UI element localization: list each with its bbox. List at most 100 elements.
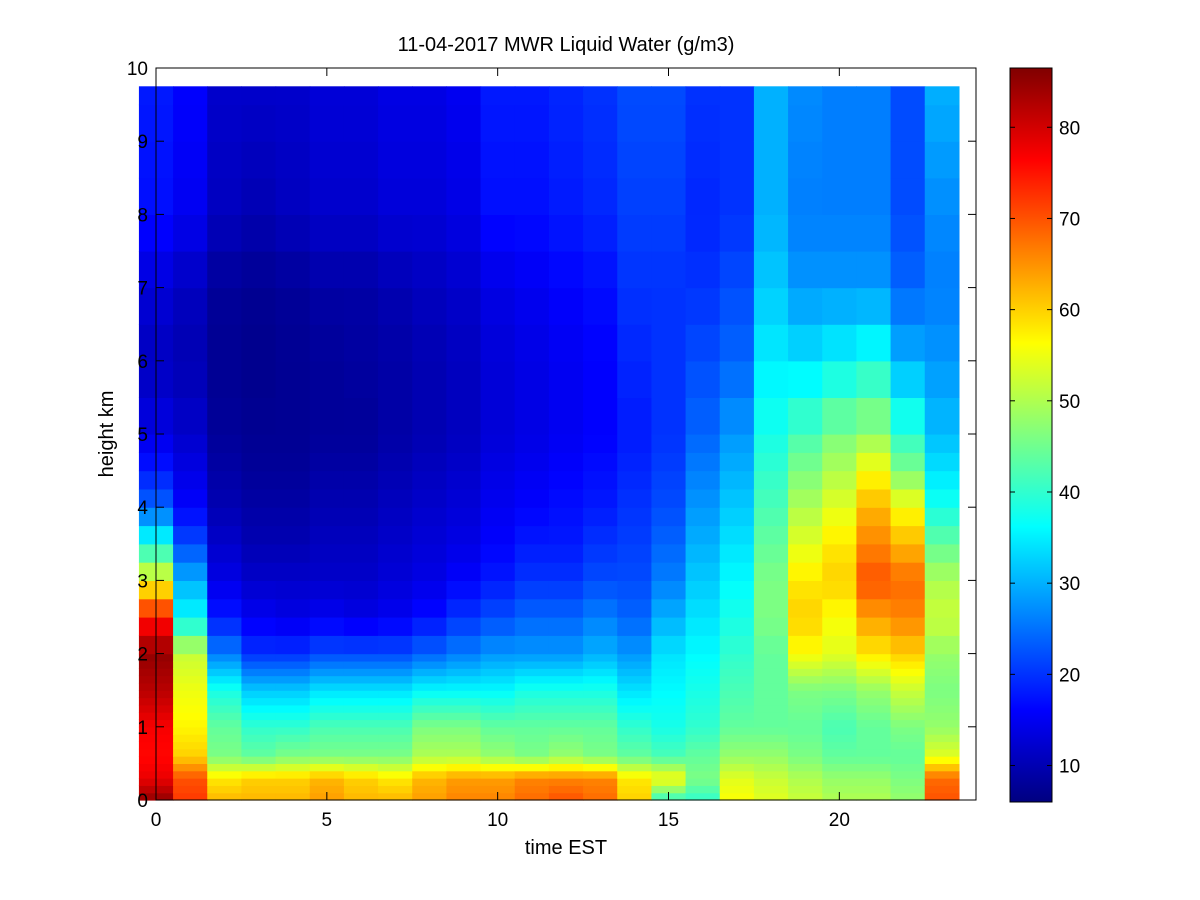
heatmap-cell: [651, 653, 687, 662]
heatmap-cell: [309, 177, 345, 215]
heatmap-cell: [173, 785, 208, 794]
heatmap-cell: [309, 741, 345, 750]
heatmap-cell: [446, 748, 482, 757]
heatmap-cell: [241, 726, 277, 735]
heatmap-cell: [378, 177, 413, 215]
heatmap-cell: [788, 507, 823, 527]
heatmap-cell: [275, 660, 311, 669]
heatmap-cell: [617, 778, 653, 786]
heatmap-cell: [207, 452, 243, 472]
heatmap-cell: [207, 763, 243, 772]
heatmap-cell: [685, 697, 721, 706]
heatmap-cell: [514, 360, 550, 398]
heatmap-cell: [446, 214, 482, 252]
heatmap-cell: [378, 748, 413, 757]
heatmap-cell: [719, 785, 755, 794]
heatmap-cell: [480, 434, 516, 453]
heatmap-cell: [685, 756, 721, 764]
heatmap-cell: [856, 682, 892, 691]
heatmap-cell: [890, 697, 926, 706]
heatmap-cell: [890, 770, 926, 779]
heatmap-cell: [275, 682, 311, 691]
heatmap-cell: [412, 324, 448, 362]
heatmap-cell: [378, 86, 413, 106]
heatmap-cell: [753, 653, 789, 662]
heatmap-cell: [548, 86, 584, 106]
heatmap-cell: [856, 360, 892, 398]
heatmap-cell: [343, 562, 379, 581]
heatmap-cell: [617, 635, 653, 655]
heatmap-cell: [207, 682, 243, 691]
heatmap-cell: [924, 734, 960, 743]
heatmap-cell: [446, 719, 482, 728]
heatmap-cell: [788, 763, 823, 772]
heatmap-cell: [378, 104, 413, 142]
heatmap-cell: [548, 177, 584, 215]
heatmap-cell: [583, 177, 618, 215]
heatmap-cell: [685, 617, 721, 636]
heatmap-cell: [514, 488, 550, 508]
heatmap-cell: [788, 177, 823, 215]
heatmap-cell: [207, 675, 243, 684]
heatmap-cell: [548, 251, 584, 289]
heatmap-cell: [241, 617, 277, 636]
heatmap-cell: [924, 434, 960, 453]
heatmap-cell: [173, 287, 208, 325]
heatmap-cell: [651, 251, 687, 289]
heatmap-cell: [719, 251, 755, 289]
heatmap-cell: [651, 778, 687, 786]
heatmap-cell: [207, 785, 243, 794]
heatmap-cell: [275, 617, 311, 636]
heatmap-cell: [685, 704, 721, 713]
heatmap-cell: [207, 756, 243, 764]
heatmap-cell: [173, 778, 208, 786]
heatmap-cell: [378, 598, 413, 618]
heatmap-cell: [788, 697, 823, 706]
heatmap-cell: [617, 770, 653, 779]
heatmap-cell: [514, 86, 550, 106]
heatmap-cell: [685, 287, 721, 325]
heatmap-cell: [890, 668, 926, 677]
heatmap-cell: [583, 712, 618, 721]
heatmap-cell: [822, 617, 858, 636]
heatmap-cell: [822, 719, 858, 728]
heatmap-cell: [412, 668, 448, 677]
heatmap-cell: [856, 741, 892, 750]
heatmap-cell: [173, 470, 208, 490]
y-tick-label: 4: [137, 498, 148, 519]
heatmap-cell: [651, 785, 687, 794]
heatmap-cell: [446, 756, 482, 764]
heatmap-cell: [788, 580, 823, 600]
heatmap-cell: [173, 324, 208, 362]
heatmap-cell: [241, 719, 277, 728]
heatmap-cell: [719, 756, 755, 764]
heatmap-cell: [753, 177, 789, 215]
heatmap-cell: [412, 434, 448, 453]
heatmap-cell: [617, 660, 653, 669]
heatmap-cell: [548, 792, 584, 801]
heatmap-cell: [480, 734, 516, 743]
heatmap-cell: [378, 697, 413, 706]
heatmap-cell: [207, 741, 243, 750]
heatmap-cell: [719, 690, 755, 699]
heatmap-cell: [446, 734, 482, 743]
heatmap-cell: [309, 668, 345, 677]
heatmap-cell: [822, 668, 858, 677]
heatmap-cell: [583, 324, 618, 362]
heatmap-cell: [446, 141, 482, 179]
heatmap-cell: [412, 719, 448, 728]
heatmap-cell: [719, 452, 755, 472]
heatmap-cell: [480, 770, 516, 779]
heatmap-cell: [822, 562, 858, 581]
heatmap-cell: [583, 635, 618, 655]
heatmap-cell: [856, 251, 892, 289]
heatmap-cell: [378, 507, 413, 527]
heatmap-cell: [788, 324, 823, 362]
heatmap-cell: [548, 104, 584, 142]
heatmap-cell: [788, 690, 823, 699]
heatmap-cell: [685, 785, 721, 794]
heatmap-cell: [343, 214, 379, 252]
heatmap-cell: [617, 712, 653, 721]
heatmap-cell: [207, 324, 243, 362]
heatmap-cell: [548, 697, 584, 706]
